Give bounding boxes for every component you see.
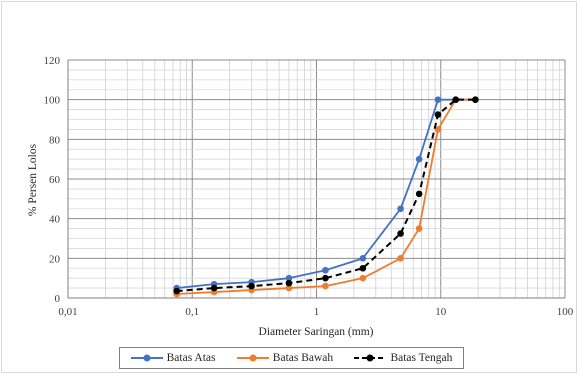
- tick-labels: 0,01 0,1 1 10 100 0 20 40 60 80 100 120: [44, 55, 574, 318]
- data-point-batas-tengah: [173, 287, 181, 295]
- y-tick-label: 120: [44, 55, 61, 67]
- legend-label-batas-atas: Batas Atas: [166, 352, 216, 364]
- legend-marker-batas-tengah: [354, 354, 387, 362]
- y-tick-label: 80: [49, 134, 61, 146]
- data-point-batas-tengah: [359, 264, 367, 272]
- data-point-batas-atas: [397, 205, 404, 213]
- data-point-batas-tengah: [210, 284, 218, 292]
- data-point-batas-tengah: [397, 230, 404, 237]
- data-point-batas-bawah: [359, 274, 367, 282]
- data-point-batas-atas: [359, 255, 367, 262]
- y-axis-title: % Persen Lolos: [27, 143, 39, 216]
- data-point-batas-tengah: [322, 274, 329, 282]
- data-point-batas-bawah: [415, 225, 423, 232]
- chart-plot: 0,01 0,1 1 10 100 0 20 40 60 80 100 120 Diameter Sa…: [27, 55, 574, 338]
- series-line-batas-bawah: [176, 98, 476, 295]
- legend-label-batas-tengah: Batas Tengah: [390, 352, 453, 364]
- data-point-batas-atas: [434, 96, 442, 103]
- y-tick-label: 20: [49, 253, 61, 265]
- axes: [67, 60, 565, 299]
- series-line-batas-atas: [176, 98, 476, 289]
- data-point-batas-tengah: [415, 190, 423, 198]
- y-tick-label: 0: [55, 293, 61, 305]
- series-layer: [173, 96, 479, 298]
- y-tick-label: 40: [49, 214, 61, 226]
- x-tick-label: 100: [557, 306, 574, 318]
- legend-marker-batas-atas: [130, 354, 163, 362]
- data-point-batas-bawah: [397, 255, 404, 262]
- data-point-batas-tengah: [285, 279, 293, 287]
- data-point-batas-tengah: [434, 111, 442, 118]
- data-point-batas-tengah: [452, 96, 460, 103]
- data-point-batas-tengah: [472, 96, 479, 103]
- legend-item-batas-tengah: Batas Tengah: [354, 352, 452, 364]
- chart-frame: 0,01 0,1 1 10 100 0 20 40 60 80 100 120 Diameter Sa…: [1, 1, 577, 373]
- series-line-batas-tengah: [176, 98, 476, 293]
- data-point-batas-bawah: [434, 126, 442, 133]
- data-point-batas-bawah: [322, 282, 329, 290]
- x-axis-title: Diameter Saringan (mm): [259, 326, 374, 338]
- x-tick-label: 10: [435, 306, 447, 318]
- legend-item-batas-atas: Batas Atas: [130, 352, 216, 364]
- legend-marker-batas-bawah: [236, 354, 269, 362]
- x-tick-label: 0,01: [58, 306, 77, 318]
- y-tick-label: 100: [44, 95, 61, 107]
- data-point-batas-atas: [285, 274, 293, 282]
- data-point-batas-tengah: [248, 282, 255, 290]
- data-point-batas-bawah: [285, 284, 293, 292]
- legend-label-batas-bawah: Batas Bawah: [272, 352, 334, 364]
- legend-item-batas-bawah: Batas Bawah: [236, 352, 334, 364]
- x-tick-label: 1: [314, 306, 320, 318]
- data-point-batas-atas: [322, 266, 329, 274]
- y-tick-label: 60: [49, 174, 61, 186]
- grid: [67, 59, 566, 299]
- legend: Batas Atas Batas Bawah Batas Tengah: [119, 347, 464, 369]
- x-tick-label: 0,1: [185, 306, 199, 318]
- data-point-batas-atas: [415, 155, 423, 163]
